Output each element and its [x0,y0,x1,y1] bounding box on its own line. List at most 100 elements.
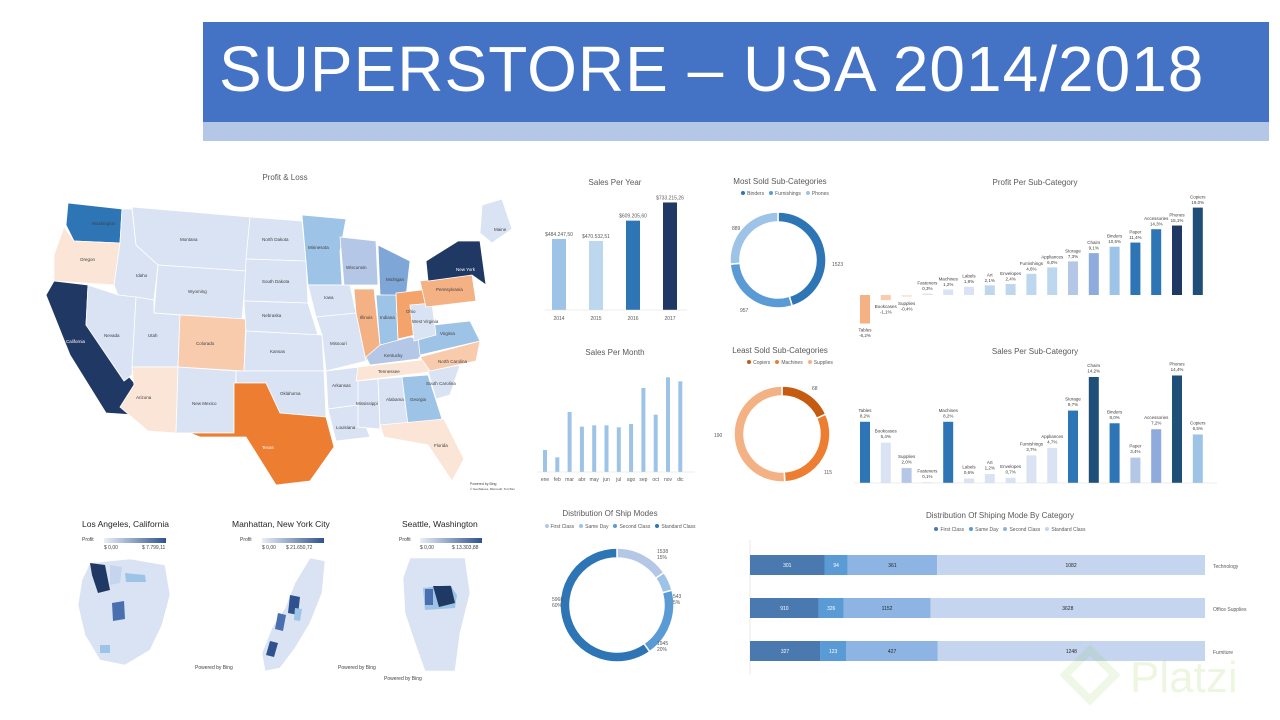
state-nevada [85,284,137,382]
sales-bar-label: Binders 8,0% [1107,409,1123,420]
legend-label: First Class [940,527,965,533]
sales-bar [1047,447,1058,483]
profit-bar [1005,283,1016,295]
legend-item: Second Class [1003,527,1040,537]
sales-bar-label: Bookcases 5,4% [875,429,898,440]
sales-bar-label: Envelopes 0,7% [1000,464,1022,475]
profit-bar-label: Accessories 14,3% [1144,216,1169,227]
legend-swatch [934,527,939,531]
state-label: Virginia [440,331,455,336]
bing-la: Powered by Bing [195,665,233,671]
state-label: Oregon [80,257,96,262]
sales-year-title: Sales Per Year [588,178,642,187]
stack-segment [937,555,1205,575]
stack-segment [847,555,938,575]
legend-item: Standard Class [1045,527,1086,537]
least-sold-title: Least Sold Sub-Categories [732,346,828,355]
year-bar [552,238,566,310]
map-copyright: © GeoNames, Microsoft, TomTom [470,487,516,491]
profit-bar [1109,246,1120,295]
profit-bar-label: Paper 11,4% [1129,230,1142,241]
month-bar [616,427,621,472]
legend-swatch [579,524,584,528]
profit-bar [1192,207,1203,295]
legend-swatch [747,360,752,364]
legend-item: Furnishings [769,191,801,201]
legend-gradient-manhattan [262,538,324,543]
bing-credit: Powered by Bing [470,482,497,486]
profit-bar-label: Appliances 6,0% [1041,254,1064,265]
state-missouri [315,312,367,372]
year-tick-label: 2017 [664,316,675,322]
profit-bar [1026,273,1037,295]
state-label: Minnesota [308,245,329,250]
stack-value: 910 [780,606,789,612]
state-label: Louisiana [336,425,356,430]
chart-legend: Copiers Machines Supplies [735,360,845,370]
legend-max-manhattan: $ 21.650,72 [286,545,313,551]
state-florida [379,418,465,482]
stack-value: 301 [783,563,792,569]
most-sold-donut: 1523 957 889 [729,211,843,314]
state-minnesota [301,214,347,286]
legend-gradient-la [104,538,166,543]
state-iowa [307,284,357,318]
legend-min-seattle: $ 0,00 [420,545,434,551]
stack-segment [846,641,938,661]
state-label: Missouri [330,341,347,346]
sales-bar-label: Furnishings 3,7% [1020,441,1044,452]
legend-item: Machines [775,360,803,370]
state-arkansas [325,366,361,410]
sales-bar [860,421,870,483]
state-mississippi [357,378,381,430]
year-bar [663,202,677,310]
profit-bar-label: Fasteners 0,3% [917,281,938,292]
state-label: Nevada [104,333,120,338]
legend-label-seattle: Profit [399,537,411,543]
month-bar [543,450,547,472]
stack-segment [843,598,931,618]
profit-bar-label: Labels 1,8% [962,274,976,285]
state-wisconsin [339,236,379,286]
least-sold-slice [781,385,827,420]
profit-bar-label: Tables -6,2% [858,328,872,339]
state-label: Ohio [406,309,416,314]
legend-item: Supplies [807,360,833,370]
bing-manhattan: Powered by Bing [338,665,376,671]
state-label: Washington [92,221,116,226]
profit-bar [964,286,974,295]
state-maine [479,198,513,244]
city-title-seattle: Seattle, Washington [402,519,478,529]
platzi-logo-icon [1060,644,1121,706]
state-west-virginia [409,302,437,342]
sales-per-subcategory-chart: Tables 8,2%Bookcases 5,4% Supplies 2,0%Faste… [854,361,1217,484]
state-label: Michigan [386,277,405,282]
state-label: Colorado [196,341,215,346]
state-label: New Mexico [192,401,217,406]
legend-item: Binders [741,191,764,201]
stack-segment [937,641,1205,661]
profit-per-subcategory-chart: Tables -6,2% Bookcases -1,1%Supplies -0,4%Fa… [858,195,1206,339]
least-sold-label: 115 [824,470,832,476]
sales-bar-label: Accessories 7,2% [1144,415,1169,426]
legend-swatch [775,360,780,364]
stack-value: 327 [781,649,790,655]
legend-max-la: $ 7.799,11 [142,545,166,551]
month-bar [567,412,572,472]
state-label: South Carolina [426,381,456,386]
year-bar-label: $484.247,50 [545,232,573,238]
sales-bar [1151,429,1162,483]
title-banner: SUPERSTORE – USA 2014/2018 [203,22,1269,122]
sales-bar [943,421,954,483]
state-label: South Dakota [262,279,290,284]
legend-label: Phones [811,191,829,197]
platzi-watermark: Platzi [1060,644,1238,706]
state-label: Arizona [136,395,152,400]
sales-month-title: Sales Per Month [585,348,645,357]
most-sold-slice [729,211,779,265]
title-underline [203,122,1269,141]
sales-bar [1088,376,1099,483]
legend-label: First Class [550,524,575,530]
most-sold-label: 889 [732,226,741,232]
